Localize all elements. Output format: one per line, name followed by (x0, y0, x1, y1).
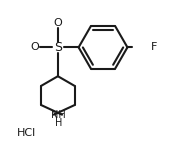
Text: HCl: HCl (17, 128, 36, 138)
Text: O: O (31, 42, 39, 52)
Text: S: S (54, 41, 62, 54)
Text: F: F (150, 42, 157, 52)
Text: H: H (55, 118, 62, 128)
Text: NH: NH (51, 110, 65, 120)
Text: O: O (53, 18, 62, 28)
